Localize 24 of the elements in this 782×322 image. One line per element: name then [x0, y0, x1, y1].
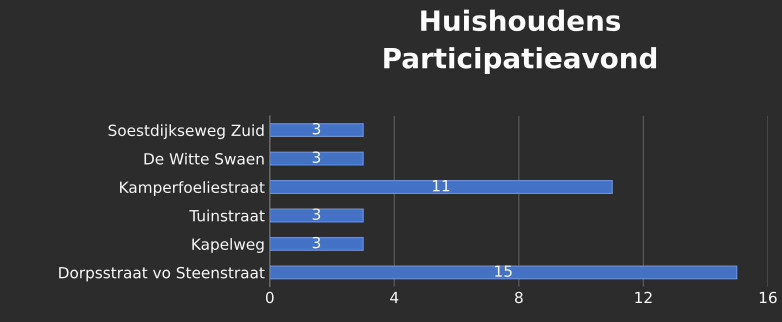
bar	[270, 236, 364, 251]
data-label: 3	[312, 208, 320, 220]
bar	[270, 208, 364, 222]
data-label: 11	[432, 180, 450, 192]
bar	[270, 123, 364, 138]
bar	[270, 152, 364, 166]
y-tick-label: Soestdijkseweg Zuid	[108, 124, 264, 140]
y-tick-label: Kapelweg	[192, 238, 264, 253]
x-tick-label: 0	[266, 292, 274, 304]
x-tick-label: 16	[760, 292, 777, 304]
data-label: 15	[495, 265, 512, 277]
x-tick-label: 4	[390, 292, 398, 304]
data-label: 3	[312, 151, 320, 163]
y-tick-label: Kamperfoeliestraat	[120, 181, 265, 196]
y-tick-label: Tuinstraat	[189, 210, 265, 222]
y-tick-label: De Witte Swaen	[144, 152, 264, 165]
data-label: 3	[312, 122, 320, 135]
data-label: 3	[312, 236, 320, 248]
bar	[270, 265, 738, 280]
y-tick-label: Dorpsstraat vo Steenstraat	[59, 266, 265, 282]
bar	[270, 180, 613, 194]
chart-title: Huishoudens Participatieavond	[384, 10, 656, 74]
x-tick-label: 8	[515, 292, 523, 304]
x-tick-label: 12	[635, 292, 652, 304]
